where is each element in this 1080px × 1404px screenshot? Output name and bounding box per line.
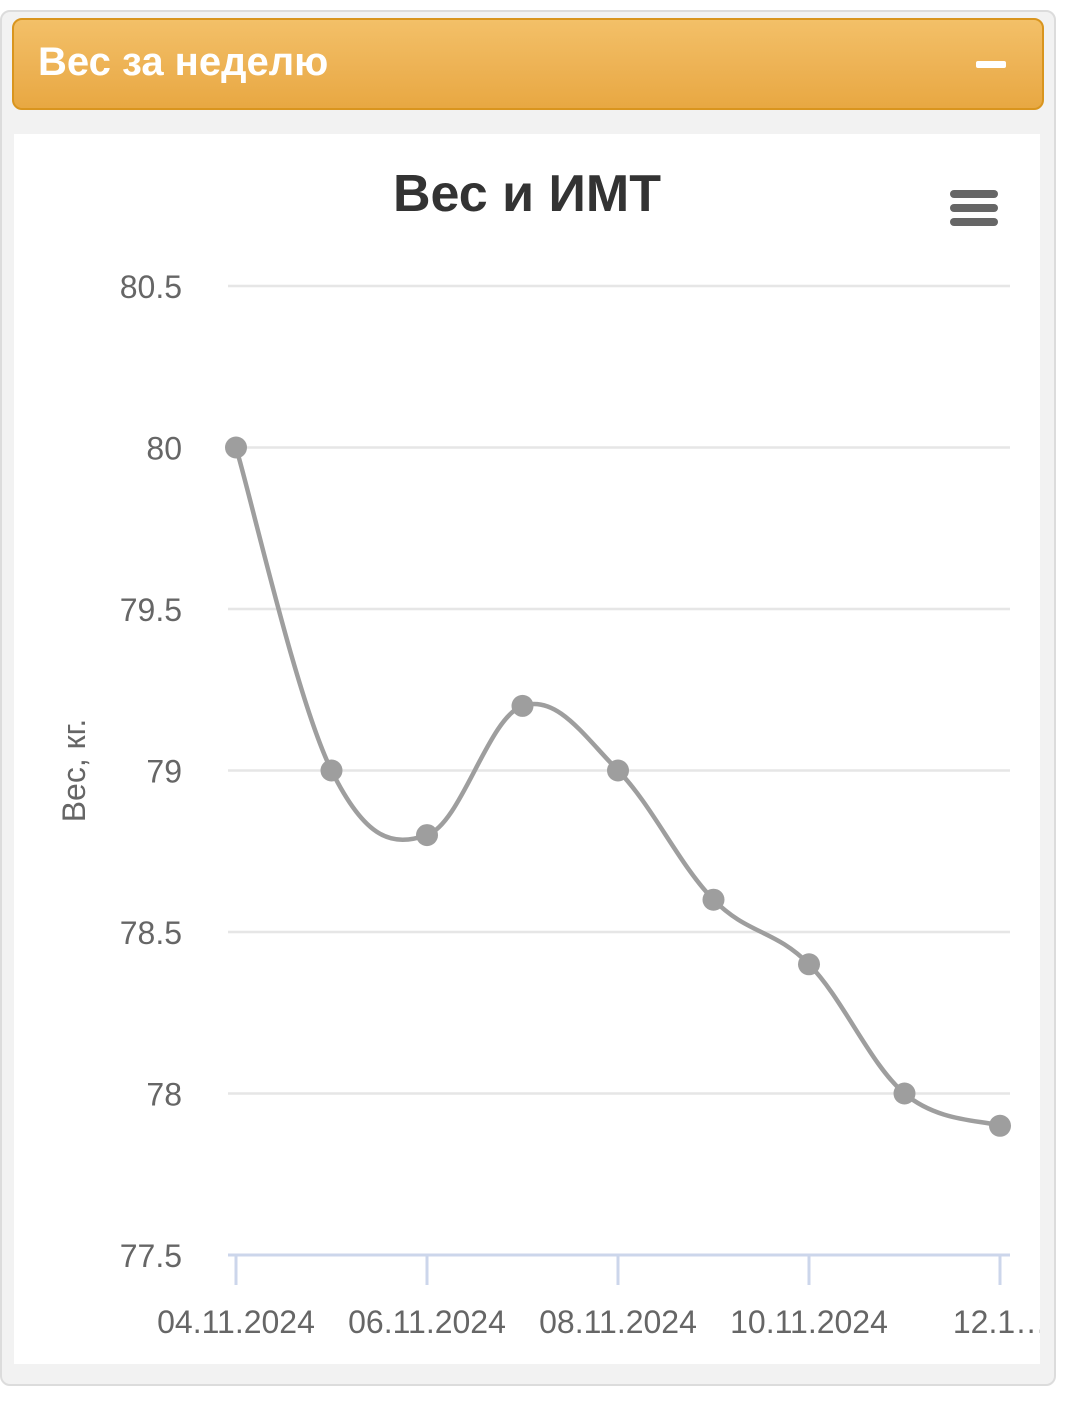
data-point xyxy=(225,436,247,459)
y-tick-label: 78.5 xyxy=(120,915,182,951)
collapse-button[interactable] xyxy=(972,46,1012,82)
weight-line-chart: 80.5 80 79.5 79 78.5 78 77.5 04.11.2024 06.11.20… xyxy=(56,269,1040,1340)
chart-title: Вес и ИМТ xyxy=(392,165,662,223)
data-point xyxy=(893,1082,916,1105)
panel-title: Вес за неделю xyxy=(38,40,329,84)
data-point xyxy=(798,953,820,976)
series-line xyxy=(233,445,1003,1129)
y-tick-label: 78 xyxy=(146,1077,182,1113)
data-point xyxy=(702,888,725,911)
minus-icon xyxy=(976,61,1006,68)
data-point xyxy=(320,759,343,782)
x-tick-label: 04.11.2024 xyxy=(157,1304,315,1340)
hamburger-menu-icon-bar xyxy=(950,204,998,212)
x-tick-label: 10.11.2024 xyxy=(730,1304,888,1340)
x-tick-label: 12.1… xyxy=(953,1304,1040,1340)
y-tick-label: 79 xyxy=(146,754,182,790)
y-axis-title: Вес, кг. xyxy=(56,719,92,823)
chart-menu-button[interactable] xyxy=(946,186,1002,230)
hamburger-menu-icon xyxy=(950,190,998,198)
y-tick-label: 80 xyxy=(146,431,182,467)
chart-area: 80.5 80 79.5 79 78.5 78 77.5 04.11.2024 06.11.20… xyxy=(14,134,1040,1364)
data-point xyxy=(416,824,438,847)
x-tick-label: 08.11.2024 xyxy=(539,1304,697,1340)
x-tick-label: 06.11.2024 xyxy=(348,1304,506,1340)
data-point xyxy=(607,759,629,782)
data-point xyxy=(511,694,534,717)
data-point xyxy=(989,1114,1011,1137)
y-tick-label: 79.5 xyxy=(120,592,182,628)
y-tick-label: 80.5 xyxy=(120,269,182,305)
hamburger-menu-icon-bar xyxy=(950,218,998,226)
y-tick-label: 77.5 xyxy=(120,1238,182,1274)
panel-header[interactable]: Вес за неделю xyxy=(12,18,1044,110)
